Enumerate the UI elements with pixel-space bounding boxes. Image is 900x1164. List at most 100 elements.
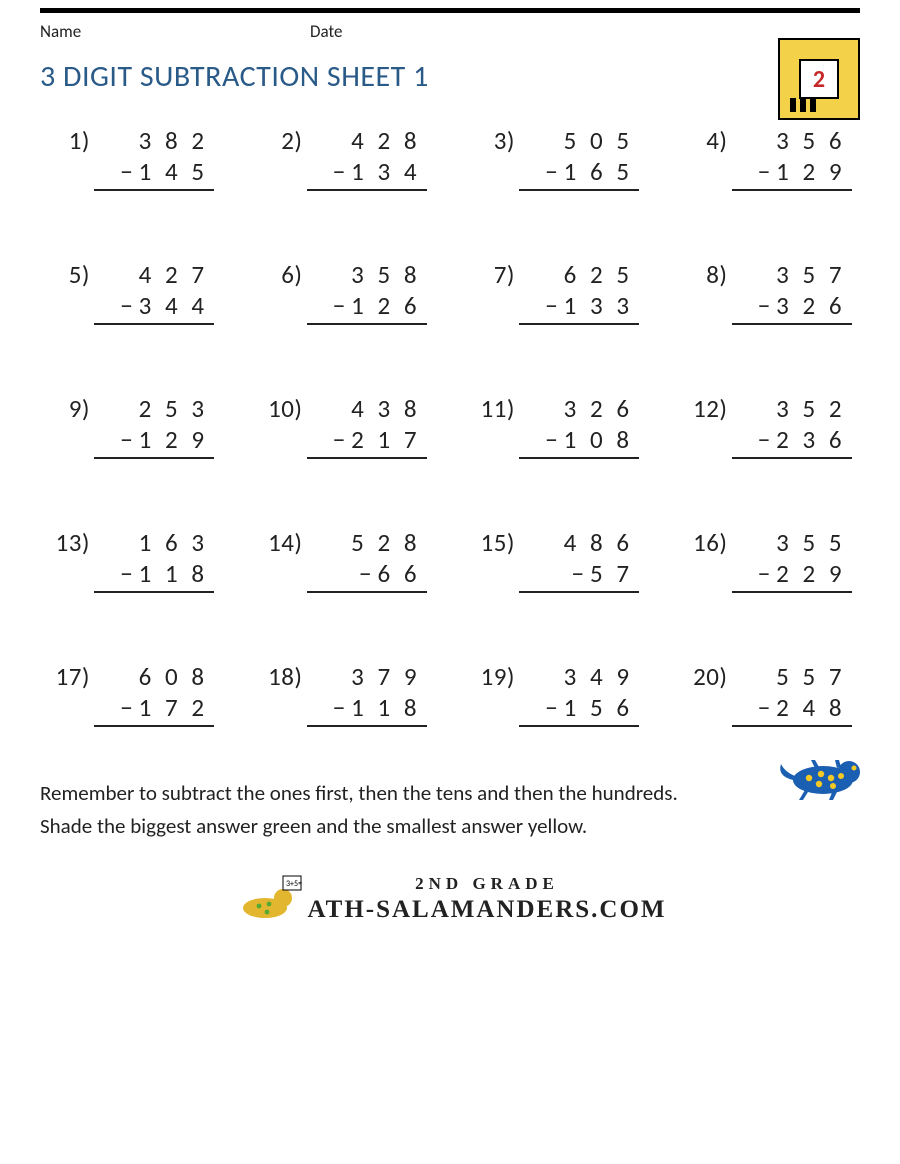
problem-number: 16)	[678, 527, 732, 558]
footer-salamander-icon: 3+5=	[233, 872, 303, 924]
subtrahend-row: −1 0 8	[519, 424, 639, 459]
subtrahend: 5 7	[590, 558, 633, 589]
minuend: 3 5 6	[732, 125, 852, 156]
instruction-line-1: Remember to subtract the ones first, the…	[40, 777, 780, 810]
footer-grade-text: 2ND GRADE	[307, 874, 666, 894]
subtrahend-row: −1 6 5	[519, 156, 639, 191]
problem: 20)5 5 7−2 4 8	[678, 661, 861, 727]
minus-sign: −	[333, 424, 345, 455]
problem-number: 6)	[253, 259, 307, 290]
top-rule	[40, 8, 860, 13]
subtrahend: 1 6 5	[564, 156, 633, 187]
minuend: 3 5 5	[732, 527, 852, 558]
subtrahend: 2 2 9	[776, 558, 845, 589]
minus-sign: −	[333, 290, 345, 321]
minus-sign: −	[120, 692, 132, 723]
minuend: 4 2 8	[307, 125, 427, 156]
subtrahend: 2 4 8	[776, 692, 845, 723]
problem-stack: 4 8 6−5 7	[519, 527, 639, 593]
problem: 8)3 5 7−3 2 6	[678, 259, 861, 325]
problem-number: 5)	[40, 259, 94, 290]
subtrahend-row: −2 3 6	[732, 424, 852, 459]
subtrahend-row: −1 3 3	[519, 290, 639, 325]
problem-number: 4)	[678, 125, 732, 156]
problem-number: 18)	[253, 661, 307, 692]
minuend: 3 5 2	[732, 393, 852, 424]
minus-sign: −	[333, 692, 345, 723]
minuend: 6 0 8	[94, 661, 214, 692]
subtrahend: 1 3 4	[351, 156, 420, 187]
problem: 12)3 5 2−2 3 6	[678, 393, 861, 459]
minuend: 3 5 7	[732, 259, 852, 290]
subtrahend-row: −3 2 6	[732, 290, 852, 325]
worksheet-page: Name Date 2 3 DIGIT SUBTRACTION SHEET 1 …	[0, 0, 900, 944]
problem-stack: 3 7 9−1 1 8	[307, 661, 427, 727]
minus-sign: −	[333, 156, 345, 187]
problem-number: 8)	[678, 259, 732, 290]
subtrahend-row: −1 5 6	[519, 692, 639, 727]
subtrahend: 2 3 6	[776, 424, 845, 455]
minus-sign: −	[572, 558, 584, 589]
subtrahend-row: −1 3 4	[307, 156, 427, 191]
problem-stack: 2 5 3−1 2 9	[94, 393, 214, 459]
problem: 15)4 8 6−5 7	[465, 527, 648, 593]
problem-number: 14)	[253, 527, 307, 558]
problem: 3)5 0 5−1 6 5	[465, 125, 648, 191]
problem-stack: 6 2 5−1 3 3	[519, 259, 639, 325]
minus-sign: −	[359, 558, 371, 589]
name-label: Name	[40, 21, 310, 42]
grade-number: 2	[799, 59, 839, 99]
minus-sign: −	[120, 424, 132, 455]
subtrahend-row: −2 4 8	[732, 692, 852, 727]
header-fields: Name Date	[40, 21, 860, 42]
subtrahend: 3 4 4	[139, 290, 208, 321]
subtrahend-row: −1 1 8	[307, 692, 427, 727]
minuend: 6 2 5	[519, 259, 639, 290]
problem-number: 15)	[465, 527, 519, 558]
minus-sign: −	[758, 156, 770, 187]
problem-number: 20)	[678, 661, 732, 692]
problem-stack: 4 2 8−1 3 4	[307, 125, 427, 191]
minuend: 3 5 8	[307, 259, 427, 290]
problem-number: 17)	[40, 661, 94, 692]
problem: 13)1 6 3−1 1 8	[40, 527, 223, 593]
subtrahend: 2 1 7	[351, 424, 420, 455]
problems-grid: 1)3 8 2−1 4 52)4 2 8−1 3 43)5 0 5−1 6 54…	[40, 125, 860, 727]
problem: 17)6 0 8−1 7 2	[40, 661, 223, 727]
minuend: 1 6 3	[94, 527, 214, 558]
footer-site-text: ATH-SALAMANDERS.COM	[307, 896, 666, 924]
minuend: 3 7 9	[307, 661, 427, 692]
minuend: 2 5 3	[94, 393, 214, 424]
subtrahend: 3 2 6	[776, 290, 845, 321]
subtrahend: 1 0 8	[564, 424, 633, 455]
subtrahend-row: −5 7	[519, 558, 639, 593]
subtrahend: 1 1 8	[139, 558, 208, 589]
minus-sign: −	[758, 692, 770, 723]
problem: 11)3 2 6−1 0 8	[465, 393, 648, 459]
minuend: 4 2 7	[94, 259, 214, 290]
subtrahend-row: −2 2 9	[732, 558, 852, 593]
subtrahend-row: −2 1 7	[307, 424, 427, 459]
salamander-icon	[775, 746, 870, 804]
minuend: 5 0 5	[519, 125, 639, 156]
minuend: 3 4 9	[519, 661, 639, 692]
problem: 7)6 2 5−1 3 3	[465, 259, 648, 325]
worksheet-title: 3 DIGIT SUBTRACTION SHEET 1	[40, 58, 860, 95]
minus-sign: −	[120, 558, 132, 589]
problem-number: 12)	[678, 393, 732, 424]
minuend: 5 2 8	[307, 527, 427, 558]
subtrahend-row: −1 7 2	[94, 692, 214, 727]
minus-sign: −	[545, 424, 557, 455]
subtrahend: 1 5 6	[564, 692, 633, 723]
problem-number: 13)	[40, 527, 94, 558]
problem: 16)3 5 5−2 2 9	[678, 527, 861, 593]
minus-sign: −	[120, 156, 132, 187]
problem: 5)4 2 7−3 4 4	[40, 259, 223, 325]
svg-text:3+5=: 3+5=	[286, 879, 302, 889]
problem-stack: 3 5 6−1 2 9	[732, 125, 852, 191]
problem-stack: 3 4 9−1 5 6	[519, 661, 639, 727]
minuend: 3 8 2	[94, 125, 214, 156]
problem-number: 10)	[253, 393, 307, 424]
minus-sign: −	[758, 558, 770, 589]
problem-stack: 3 5 5−2 2 9	[732, 527, 852, 593]
